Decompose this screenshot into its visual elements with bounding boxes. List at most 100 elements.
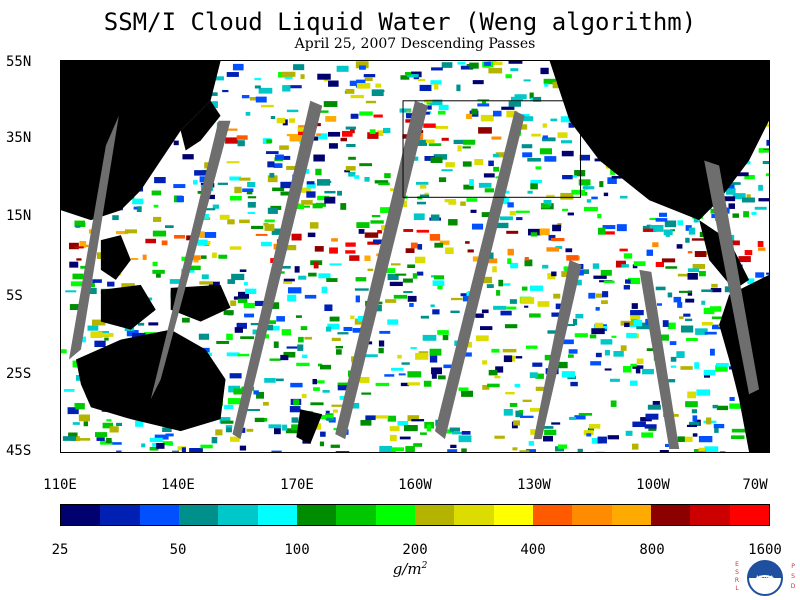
cloud-water-patch xyxy=(437,285,443,290)
cloud-water-patch xyxy=(321,286,328,294)
cloud-water-patch xyxy=(354,288,369,291)
cloud-water-patch xyxy=(766,173,769,177)
cloud-water-patch xyxy=(379,330,391,334)
cloud-water-patch xyxy=(299,205,310,208)
cloud-water-patch xyxy=(537,301,550,307)
cloud-water-patch xyxy=(67,407,79,415)
cloud-water-patch xyxy=(486,258,498,264)
cloud-water-patch xyxy=(491,348,500,353)
cloud-water-patch xyxy=(563,324,576,327)
cloud-water-patch xyxy=(527,228,542,236)
cloud-water-patch xyxy=(246,409,261,412)
colorbar-segment xyxy=(178,505,219,525)
cloud-water-patch xyxy=(243,282,248,286)
cloud-water-patch xyxy=(593,275,607,279)
cloud-water-patch xyxy=(270,116,276,120)
cloud-water-patch xyxy=(568,122,575,128)
cloud-water-patch xyxy=(680,366,693,370)
cloud-water-patch xyxy=(173,184,186,189)
cloud-water-patch xyxy=(713,423,725,429)
cloud-water-patch xyxy=(430,99,443,106)
cloud-water-patch xyxy=(92,279,102,283)
logo-letter-s: S xyxy=(735,569,739,576)
cloud-water-patch xyxy=(419,184,427,189)
cloud-water-patch xyxy=(200,444,213,449)
lon-label-100w: 100W xyxy=(636,477,670,493)
cloud-water-patch xyxy=(226,352,240,357)
colorbar-segment xyxy=(257,505,297,525)
cloud-water-patch xyxy=(390,367,404,371)
cloud-water-patch xyxy=(478,182,492,188)
cloud-water-patch xyxy=(300,74,305,79)
cloud-water-patch xyxy=(711,316,726,320)
cloud-water-patch xyxy=(542,123,547,128)
cloud-water-patch xyxy=(320,431,326,437)
cloud-water-patch xyxy=(359,376,370,383)
cloud-water-patch xyxy=(286,245,292,248)
cloud-water-patch xyxy=(532,362,543,367)
cloud-water-patch xyxy=(641,432,654,438)
cloud-water-patch xyxy=(659,450,669,452)
cloud-water-patch xyxy=(234,327,243,333)
cloud-water-patch xyxy=(104,337,109,341)
cloud-water-patch xyxy=(229,373,242,379)
colorbar-label-50: 50 xyxy=(169,542,187,558)
cloud-water-patch xyxy=(427,105,432,110)
cloud-water-patch xyxy=(698,447,706,452)
cloud-water-patch xyxy=(417,244,423,250)
cloud-water-patch xyxy=(477,99,490,102)
cloud-water-patch xyxy=(667,292,673,298)
cloud-water-patch xyxy=(594,322,604,329)
land-new-zealand xyxy=(296,409,323,445)
cloud-water-patch xyxy=(369,129,376,134)
cloud-water-patch xyxy=(389,426,400,432)
logo-badge-text: NOAA xyxy=(756,575,774,582)
cloud-water-patch xyxy=(532,96,542,102)
cloud-water-patch xyxy=(701,289,713,293)
cloud-water-patch xyxy=(310,402,324,406)
cloud-water-patch xyxy=(253,390,259,395)
colorbar-segment xyxy=(375,505,415,525)
cloud-water-patch xyxy=(528,441,535,446)
cloud-water-patch xyxy=(240,336,255,340)
cloud-water-patch xyxy=(290,382,303,388)
cloud-water-patch xyxy=(387,274,399,281)
cloud-water-patch xyxy=(510,68,519,72)
cloud-water-patch xyxy=(232,63,244,71)
cloud-water-patch xyxy=(116,231,129,235)
cloud-water-patch xyxy=(594,158,601,162)
cloud-water-patch xyxy=(258,87,273,94)
cloud-water-patch xyxy=(199,281,213,285)
colorbar-label-400: 400 xyxy=(520,542,546,558)
cloud-water-patch xyxy=(687,391,697,399)
cloud-water-patch xyxy=(520,297,535,304)
cloud-water-patch xyxy=(453,139,464,145)
cloud-water-patch xyxy=(603,192,609,197)
cloud-water-patch xyxy=(132,198,144,205)
cloud-water-patch xyxy=(255,233,268,236)
cloud-water-patch xyxy=(521,116,534,122)
cloud-water-patch xyxy=(527,190,533,194)
cloud-water-patch xyxy=(298,336,304,343)
cloud-water-patch xyxy=(417,196,423,200)
cloud-water-patch xyxy=(282,279,293,284)
cloud-water-patch xyxy=(630,363,637,367)
cloud-water-patch xyxy=(613,351,624,357)
cloud-water-patch xyxy=(567,354,574,358)
cloud-water-patch xyxy=(350,94,364,99)
cloud-water-patch xyxy=(704,446,719,452)
cloud-water-patch xyxy=(466,113,473,120)
cloud-water-patch xyxy=(281,329,291,336)
cloud-water-patch xyxy=(591,196,598,200)
cloud-water-patch xyxy=(102,422,114,429)
cloud-water-patch xyxy=(147,297,153,301)
cloud-water-patch xyxy=(610,400,617,407)
logo-letter-p: P xyxy=(791,563,795,570)
cloud-water-patch xyxy=(281,265,291,269)
cloud-water-patch xyxy=(169,279,183,284)
cloud-water-patch xyxy=(437,110,446,115)
cloud-water-patch xyxy=(766,139,769,146)
cloud-water-patch xyxy=(255,96,267,103)
logo-letter-l: L xyxy=(735,585,739,592)
cloud-water-patch xyxy=(145,238,157,244)
